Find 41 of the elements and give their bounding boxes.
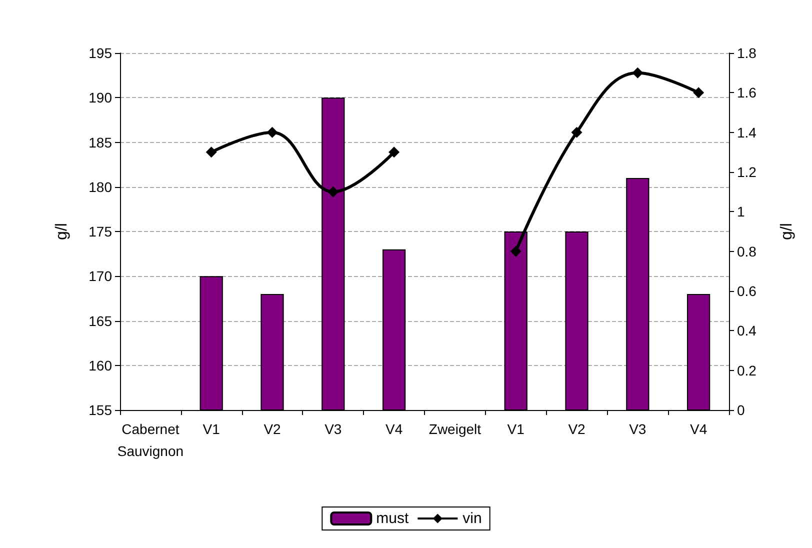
y2-tick-label: 1.8 [737, 45, 757, 61]
x-tick-label: V3 [629, 421, 646, 437]
point [693, 87, 704, 98]
y2-tick-label: 1 [737, 204, 745, 220]
y-tick-label: 180 [88, 178, 112, 195]
legend-label: vin [462, 510, 482, 527]
y-tick-label: 195 [88, 45, 112, 61]
point [571, 126, 582, 138]
x-tick-label: V2 [264, 421, 282, 437]
x-tick-label: V3 [324, 421, 342, 437]
x-tick-label: V4 [385, 421, 403, 437]
point [206, 146, 217, 158]
x-tick-label: V4 [690, 421, 708, 437]
y-tick-label: 175 [88, 224, 112, 240]
point [328, 186, 339, 198]
x-tick-label: Cabernet Sauvignon [117, 421, 184, 459]
y-tick-label: 185 [88, 134, 112, 150]
y2-tick-label: 1.6 [737, 84, 757, 101]
x-tick-label: Zweigelt [428, 421, 482, 437]
y-tick-label: 160 [88, 357, 112, 374]
y2-axis-title: g/l [778, 223, 796, 240]
y-tick-label: 165 [88, 312, 112, 329]
point [632, 67, 644, 78]
point [266, 126, 278, 138]
x-tick-label: V2 [568, 421, 586, 437]
y-tick-label: 190 [88, 90, 112, 106]
point [510, 246, 522, 257]
y2-tick-label: 1.4 [737, 124, 757, 140]
y-tick-label: 155 [88, 402, 112, 418]
y2-tick-label: 0.4 [737, 322, 757, 339]
y-axis-title: g/l [54, 223, 70, 240]
y2-tick-label: 0 [737, 402, 745, 418]
y2-tick-label: 0.2 [737, 362, 757, 378]
y-tick-label: 170 [88, 268, 112, 284]
y2-tick-label: 1.2 [737, 164, 757, 180]
x-tick-label: V1 [202, 421, 220, 437]
y2-tick-label: 0.8 [737, 243, 757, 260]
x-tick-label: V1 [507, 421, 525, 437]
point [388, 146, 400, 158]
legend-label: must [376, 510, 410, 527]
y2-tick-label: 0.6 [737, 283, 757, 299]
